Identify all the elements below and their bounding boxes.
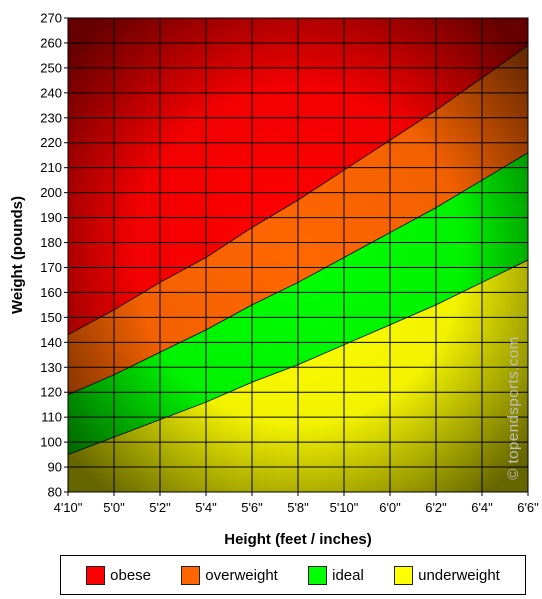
x-tick-label: 5'2" [149,500,171,515]
y-tick-label: 180 [40,235,62,250]
bmi-chart: 80 90 100 110 120 130 140 150 160 170 180 190 200 210… [9,11,539,549]
x-axis-ticks: 4'10" 5'0" 5'2" 5'4" 5'6" 5'8" 5'10" 6'0" 6'2" 6'… [54,492,539,515]
y-tick-label: 140 [40,335,62,350]
x-tick-label: 5'8" [287,500,309,515]
y-tick-label: 130 [40,360,62,375]
y-tick-label: 160 [40,285,62,300]
y-tick-label: 170 [40,260,62,275]
y-axis-ticks: 80 90 100 110 120 130 140 150 160 170 180 190 200 210… [40,11,68,500]
x-tick-label: 6'0" [379,500,401,515]
legend-label: obese [110,566,152,584]
y-tick-label: 260 [40,35,62,50]
legend-item-ideal: ideal [308,565,364,585]
y-tick-label: 200 [40,185,62,200]
legend-label: underweight [418,566,500,584]
y-tick-label: 240 [40,85,62,100]
legend-swatch [86,565,106,585]
legend: obese overweight ideal underweight [60,555,526,595]
y-tick-label: 100 [40,435,62,450]
y-tick-label: 90 [48,460,62,475]
x-tick-label: 5'10" [330,500,359,515]
y-tick-label: 270 [40,11,62,26]
x-tick-label: 4'10" [54,500,83,515]
y-tick-label: 120 [40,385,62,400]
x-tick-label: 6'2" [425,500,447,515]
legend-label: ideal [332,566,364,584]
y-tick-label: 220 [40,135,62,150]
y-tick-label: 110 [41,410,62,425]
watermark-text: © topendsports.com [505,336,522,479]
legend-swatch [308,565,328,585]
legend-swatch [181,565,201,585]
legend-item-overweight: overweight [181,565,278,585]
y-tick-label: 250 [40,60,62,75]
legend-label: overweight [205,566,278,584]
legend-swatch [394,565,414,585]
legend-item-underweight: underweight [394,565,500,585]
legend-item-obese: obese [86,565,152,585]
x-axis-title: Height (feet / inches) [224,531,372,548]
x-tick-label: 6'6" [517,500,539,515]
y-tick-label: 190 [40,210,62,225]
y-tick-label: 230 [40,110,62,125]
x-tick-label: 5'0" [103,500,125,515]
x-tick-label: 5'4" [195,500,217,515]
y-tick-label: 80 [48,485,62,500]
y-tick-label: 150 [40,310,62,325]
x-tick-label: 5'6" [241,500,263,515]
y-axis-title: Weight (pounds) [9,196,26,314]
x-tick-label: 6'4" [471,500,493,515]
y-tick-label: 210 [40,160,62,175]
